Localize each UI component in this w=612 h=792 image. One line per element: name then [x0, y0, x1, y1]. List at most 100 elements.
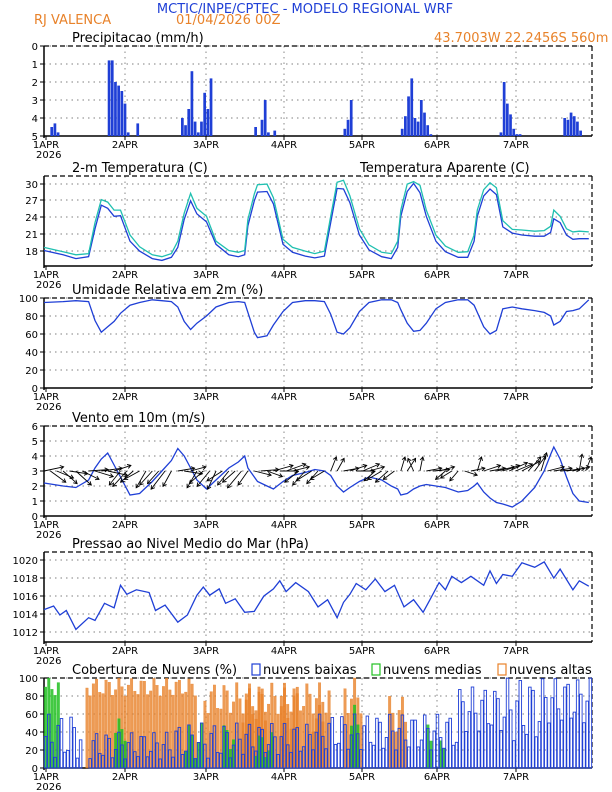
cloud-bar-nuvens-baixas — [295, 727, 299, 769]
x-tick-label: 6APR — [424, 772, 450, 783]
x-tick-label: 7APR — [503, 270, 529, 281]
cloud-bar-nuvens-baixas — [139, 736, 143, 769]
wind-arrow — [43, 466, 64, 472]
cloud-bar-nuvens-baixas — [184, 750, 188, 769]
precip-bar — [126, 132, 130, 136]
y-tick-label: 5 — [32, 437, 38, 448]
y-tick-label: 0 — [32, 764, 38, 775]
wind-arrow — [75, 470, 92, 486]
y-tick-label: 3 — [32, 467, 38, 478]
cloud-bar-nuvens-baixas — [381, 747, 386, 769]
panel-title: Vento em 10m (m/s) — [72, 411, 205, 426]
year-label: 2026 — [36, 530, 61, 541]
wind-arrow-head — [407, 457, 412, 463]
cloud-bar-nuvens-baixas — [422, 714, 427, 769]
wind-arrow — [120, 470, 134, 483]
cloud-bar-nuvens-baixas — [250, 746, 255, 769]
cloud-bar-nuvens-baixas — [225, 732, 229, 769]
wind-arrow — [368, 466, 385, 472]
precip-bar — [426, 125, 430, 136]
cloud-bar-nuvens-baixas — [117, 731, 121, 769]
cloud-bar-nuvens-baixas — [359, 749, 363, 769]
wind-arrow — [123, 470, 140, 480]
series-line-blue — [43, 299, 590, 339]
y-tick-label: 6 — [32, 422, 38, 433]
cloud-bar-nuvens-baixas — [553, 678, 558, 769]
wind-arrow-head — [146, 479, 152, 485]
panel-title: Cobertura de Nuvens (%) — [72, 663, 237, 678]
wind-arrow — [547, 466, 565, 472]
cloud-bar-nuvens-baixas — [493, 690, 497, 769]
location-label: RJ VALENCA — [34, 13, 111, 28]
precip-bar — [413, 118, 417, 136]
wind-arrow-head — [73, 479, 78, 485]
precip-bar — [576, 121, 579, 136]
cloud-bar-nuvens-baixas — [107, 737, 112, 769]
wind-arrow-head — [288, 463, 294, 469]
y-tick-label: 4 — [32, 114, 38, 125]
wind-arrow-head — [382, 475, 388, 480]
cloud-bar-nuvens-baixas — [129, 732, 134, 769]
wind-arrow — [349, 464, 367, 472]
cloud-bar-nuvens-baixas — [563, 686, 567, 769]
wind-arrow-head — [380, 465, 386, 471]
wind-arrow — [101, 467, 123, 472]
cloud-bar-nuvens-baixas — [375, 717, 379, 769]
wind-arrow — [62, 470, 78, 484]
x-tick-label: 6APR — [424, 646, 450, 657]
wind-arrow-head — [94, 475, 100, 481]
wind-arrow — [69, 470, 88, 475]
y-tick-label: 5 — [32, 132, 38, 143]
wind-arrow — [449, 470, 459, 482]
cloud-bar-nuvens-baixas — [212, 725, 217, 769]
precip-bar — [416, 121, 420, 136]
wind-arrow-head — [434, 475, 440, 480]
cloud-bar-nuvens-baixas — [451, 744, 456, 769]
humidity-panel: 0 20 40 60 80 100 1APR 2APR 3APR 4APR 5APR 6APR 7APR… — [19, 283, 593, 413]
precip-bar — [254, 127, 257, 136]
wind-arrow-head — [362, 464, 368, 469]
wind-arrow-head — [196, 482, 201, 488]
precip-bar — [572, 116, 576, 136]
x-tick-label: 1APR — [33, 392, 59, 403]
wind-arrow — [407, 458, 414, 472]
wind-arrow-head — [306, 479, 311, 485]
cloud-bar-nuvens-baixas — [321, 735, 325, 769]
cloud-bar-nuvens-baixas — [72, 727, 76, 769]
cloud-bar-nuvens-baixas — [161, 744, 166, 769]
x-tick-label: 5APR — [349, 646, 375, 657]
precip-bar — [518, 134, 522, 136]
cloud-bar-nuvens-baixas — [502, 716, 507, 769]
wind-arrow — [88, 469, 109, 472]
cloud-bar-nuvens-baixas — [483, 689, 487, 769]
cloud-bar-nuvens-baixas — [244, 733, 249, 769]
cloud-bar-nuvens-baixas — [123, 758, 127, 769]
cloud-bar-nuvens-baixas — [301, 746, 306, 769]
precip-bar — [267, 132, 270, 136]
wind-arrow — [177, 467, 195, 472]
x-tick-label: 3APR — [193, 520, 219, 531]
cloud-bar-nuvens-baixas — [528, 686, 532, 769]
y-tick-label: 30 — [25, 180, 38, 191]
wind-arrow-head — [104, 467, 110, 473]
cloud-bar-nuvens-baixas — [327, 722, 331, 769]
wind-arrow-head — [332, 456, 338, 461]
panel-title: Umidade Relativa em 2m (%) — [72, 283, 263, 298]
wind-arrow — [108, 470, 121, 486]
cloud-bar-nuvens-baixas — [66, 749, 70, 769]
cloud-bar-nuvens-baixas — [126, 742, 131, 769]
cloud-bar-nuvens-baixas — [368, 741, 373, 769]
cloud-bar-nuvens-baixas — [378, 721, 382, 769]
cloud-bar-nuvens-baixas — [575, 679, 580, 769]
precip-bar — [343, 128, 347, 136]
cloud-bar-nuvens-baixas — [448, 717, 452, 769]
cloud-bar-nuvens-altas — [193, 695, 197, 769]
wind-arrow — [496, 466, 515, 472]
cloud-bar-nuvens-baixas — [426, 727, 430, 769]
wind-arrow-head — [449, 476, 454, 482]
cloud-bar-nuvens-baixas — [110, 757, 115, 769]
cloud-bar-nuvens-baixas — [187, 724, 191, 769]
precip-bar — [419, 100, 423, 136]
cloud-bar-nuvens-baixas — [356, 733, 360, 769]
wind-arrow — [419, 456, 424, 472]
